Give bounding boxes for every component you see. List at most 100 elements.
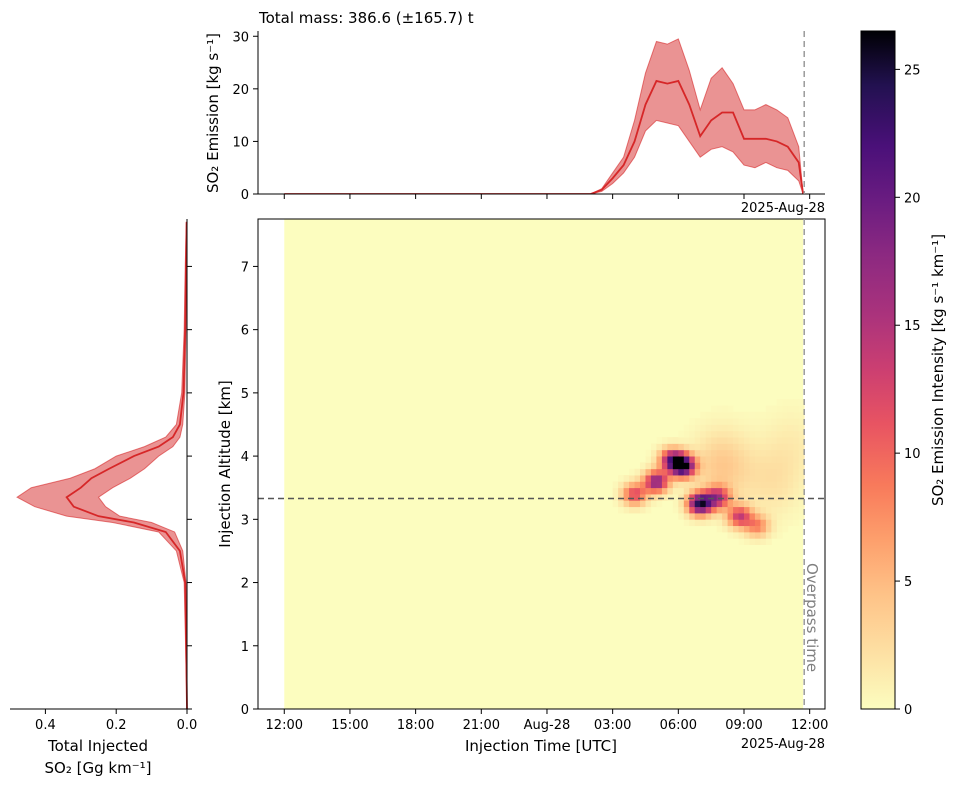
x-tick-label: 21:00	[463, 718, 500, 733]
heatmap-cell	[722, 437, 728, 444]
heatmap-cell	[760, 506, 767, 514]
heatmap-cell	[716, 437, 723, 444]
heatmap-cell	[700, 494, 707, 501]
heatmap-cell	[672, 506, 679, 514]
heatmap-cell	[700, 418, 707, 425]
heatmap-cell	[705, 443, 712, 451]
heatmap-cell	[716, 443, 723, 451]
heatmap-cell	[689, 418, 696, 425]
heatmap-cell	[733, 411, 739, 419]
heatmap-cell	[798, 487, 805, 495]
heatmap-cell	[776, 430, 783, 438]
heatmap-cell	[738, 424, 745, 432]
heatmap-cell	[700, 462, 707, 470]
heatmap-cell	[727, 468, 734, 476]
heatmap-cell	[738, 494, 745, 501]
heatmap-cell	[798, 449, 805, 457]
heatmap-cell	[771, 531, 778, 539]
heatmap-cell	[744, 538, 750, 546]
heatmap-cell	[722, 430, 728, 438]
heatmap-cell	[689, 462, 696, 470]
heatmap-cell	[727, 475, 734, 482]
heatmap-cell	[760, 418, 767, 425]
heatmap-cell	[711, 468, 718, 476]
heatmap-cell	[716, 487, 723, 495]
heatmap-cell	[722, 411, 728, 419]
heatmap-cell	[711, 494, 718, 501]
heatmap-cell	[705, 487, 712, 495]
heatmap-cell	[754, 500, 761, 508]
heatmap-cell	[727, 405, 734, 413]
colorbar-tick-label: 10	[904, 447, 921, 462]
heatmap-cell	[716, 430, 723, 438]
heatmap-cell	[727, 424, 734, 432]
heatmap-cell	[738, 462, 745, 470]
heatmap-cell	[716, 418, 723, 425]
heatmap-cell	[765, 468, 772, 476]
heatmap-cell	[722, 506, 728, 514]
heatmap-cell	[754, 475, 761, 482]
heatmap-cell	[705, 418, 712, 425]
heatmap-cell	[711, 500, 718, 508]
heatmap-cell	[798, 418, 805, 425]
heatmap-cell	[787, 437, 794, 444]
heatmap-cell	[705, 481, 712, 489]
heatmap-cell	[738, 449, 745, 457]
heatmap-cell	[765, 430, 772, 438]
heatmap-cell	[738, 519, 745, 527]
heatmap-cell	[700, 411, 707, 419]
heatmap-cell	[754, 437, 761, 444]
heatmap-cell	[782, 424, 789, 432]
heatmap-cell	[672, 500, 679, 508]
heatmap-cell	[760, 456, 767, 463]
heatmap-cell	[618, 475, 624, 482]
heatmap-cell	[787, 494, 794, 501]
heatmap-cell	[798, 411, 805, 419]
heatmap-cell	[727, 525, 734, 533]
heatmap-cell	[733, 456, 739, 463]
heatmap-cell	[782, 405, 789, 413]
heatmap-cell	[683, 506, 690, 514]
heatmap-cell	[771, 449, 778, 457]
heatmap-cell	[793, 411, 800, 419]
heatmap-cell	[787, 418, 794, 425]
heatmap-cell	[749, 411, 756, 419]
heatmap-cell	[667, 487, 674, 495]
heatmap-cell	[640, 500, 646, 508]
heatmap-cell	[798, 513, 805, 520]
heatmap-cell	[733, 481, 739, 489]
heatmap-cell	[672, 437, 679, 444]
heatmap-cell	[722, 475, 728, 482]
heatmap-cell	[716, 405, 723, 413]
top-y-tick-label: 0	[241, 188, 249, 203]
heatmap-cell	[787, 430, 794, 438]
top-y-ticks: 0 10 20 30	[232, 30, 258, 203]
heatmap-cell	[661, 468, 668, 476]
heatmap-cell	[760, 531, 767, 539]
heatmap-cell	[765, 487, 772, 495]
heatmap-cell	[776, 481, 783, 489]
heatmap-cell	[678, 468, 685, 476]
heatmap-cell	[776, 411, 783, 419]
heatmap-cell	[733, 494, 739, 501]
heatmap-cell	[722, 462, 728, 470]
heatmap-cell	[782, 443, 789, 451]
heatmap-cell	[765, 424, 772, 432]
heatmap-cell	[793, 437, 800, 444]
heatmap-cell	[678, 449, 685, 457]
heatmap-cell	[661, 443, 668, 451]
heatmap-cell	[722, 481, 728, 489]
heatmap-cell	[694, 462, 701, 470]
heatmap-cell	[656, 449, 663, 457]
y-tick-label: 3	[241, 513, 249, 528]
heatmap-cell	[722, 500, 728, 508]
heatmap-cell	[694, 487, 701, 495]
heatmap-cell	[623, 494, 630, 501]
heatmap-cell	[689, 506, 696, 514]
heatmap-cell	[733, 430, 739, 438]
side-panel: 0.4 0.2 0.0 Total Injected SO₂ [Gg km⁻¹]	[10, 219, 197, 777]
x-tick-label: 12:00	[791, 718, 828, 733]
heatmap-cell	[744, 525, 750, 533]
heatmap-cell	[754, 506, 761, 514]
heatmap-cell	[727, 418, 734, 425]
